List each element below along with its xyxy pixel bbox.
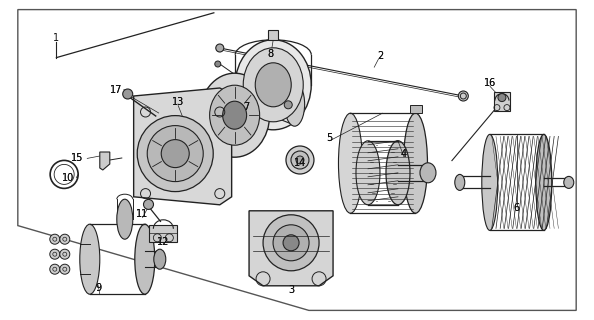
Text: 8: 8	[267, 49, 273, 60]
Circle shape	[50, 234, 60, 244]
Text: 7: 7	[244, 102, 249, 112]
Circle shape	[216, 44, 224, 52]
Ellipse shape	[255, 63, 291, 107]
Text: 17: 17	[110, 84, 122, 95]
Ellipse shape	[420, 163, 436, 183]
Text: 1: 1	[53, 33, 59, 44]
Circle shape	[123, 89, 132, 99]
Polygon shape	[268, 30, 278, 40]
Text: 14: 14	[294, 158, 306, 168]
Circle shape	[137, 116, 213, 192]
Ellipse shape	[403, 113, 428, 213]
Circle shape	[283, 235, 299, 251]
Ellipse shape	[223, 101, 247, 129]
Text: 2: 2	[377, 51, 383, 61]
Circle shape	[296, 156, 304, 164]
Text: 12: 12	[157, 236, 169, 247]
Polygon shape	[149, 225, 178, 242]
Circle shape	[60, 264, 69, 274]
Ellipse shape	[154, 249, 166, 269]
Text: 13: 13	[172, 97, 184, 108]
Circle shape	[161, 140, 189, 168]
Ellipse shape	[117, 199, 133, 239]
Text: 3: 3	[288, 284, 294, 295]
Text: 16: 16	[484, 78, 496, 88]
Circle shape	[291, 151, 309, 169]
Polygon shape	[134, 88, 232, 205]
Circle shape	[50, 264, 60, 274]
Text: 12: 12	[157, 236, 169, 247]
Circle shape	[273, 225, 309, 261]
Text: 7: 7	[244, 102, 249, 112]
Text: 5: 5	[327, 132, 333, 143]
Ellipse shape	[356, 141, 380, 205]
Text: 15: 15	[71, 153, 83, 164]
Polygon shape	[494, 92, 510, 111]
Text: 6: 6	[514, 203, 520, 213]
Ellipse shape	[285, 82, 305, 126]
Circle shape	[50, 249, 60, 259]
Circle shape	[144, 199, 153, 209]
Circle shape	[263, 215, 319, 271]
Text: 10: 10	[62, 172, 74, 183]
Text: 10: 10	[62, 172, 74, 183]
Text: 3: 3	[288, 284, 294, 295]
Ellipse shape	[339, 113, 362, 213]
Ellipse shape	[455, 174, 465, 190]
Ellipse shape	[210, 85, 260, 145]
Ellipse shape	[80, 224, 100, 294]
Circle shape	[459, 91, 468, 101]
Ellipse shape	[235, 40, 311, 130]
Circle shape	[147, 126, 203, 182]
Text: 17: 17	[110, 84, 122, 95]
Polygon shape	[179, 100, 200, 130]
Circle shape	[60, 249, 69, 259]
Text: 2: 2	[377, 51, 383, 61]
Circle shape	[285, 101, 292, 109]
Text: 14: 14	[294, 158, 306, 168]
Text: 6: 6	[514, 203, 520, 213]
Circle shape	[60, 234, 69, 244]
Polygon shape	[249, 211, 333, 286]
Text: 11: 11	[137, 209, 148, 220]
Text: 16: 16	[484, 78, 496, 88]
Ellipse shape	[536, 134, 552, 230]
Circle shape	[498, 93, 506, 102]
Polygon shape	[100, 152, 110, 170]
Text: 9: 9	[95, 283, 101, 293]
Text: 9: 9	[95, 283, 101, 293]
Text: 13: 13	[172, 97, 184, 108]
Text: 11: 11	[137, 209, 148, 220]
Ellipse shape	[564, 176, 574, 188]
Text: 15: 15	[71, 153, 83, 164]
Circle shape	[215, 61, 221, 67]
Ellipse shape	[243, 48, 304, 122]
Ellipse shape	[386, 141, 410, 205]
Text: 5: 5	[327, 132, 333, 143]
Ellipse shape	[135, 224, 155, 294]
Text: 4: 4	[401, 148, 407, 159]
Ellipse shape	[482, 134, 498, 230]
Text: 8: 8	[267, 49, 273, 60]
Bar	[410, 105, 422, 113]
Ellipse shape	[200, 73, 270, 157]
Circle shape	[286, 146, 314, 174]
Text: 4: 4	[401, 148, 407, 159]
